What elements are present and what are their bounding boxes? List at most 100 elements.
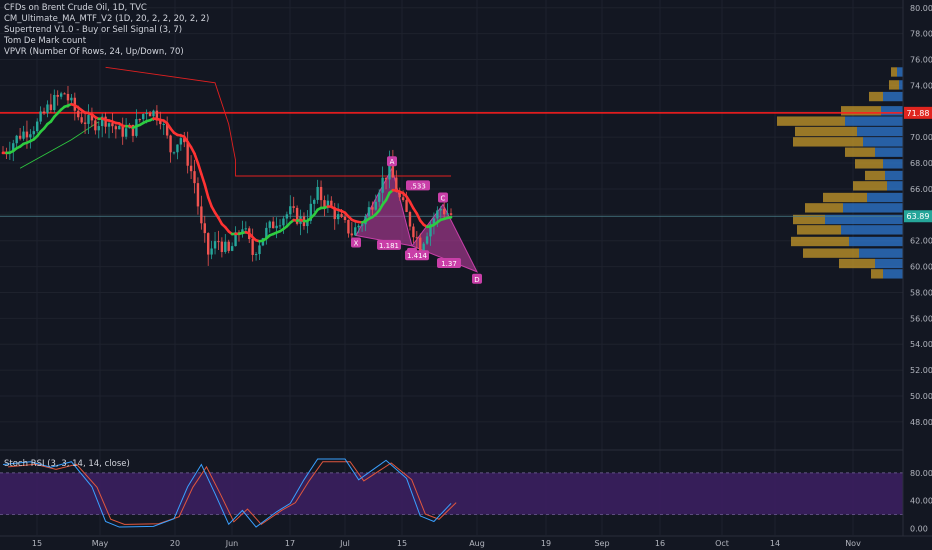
candle-body [350,233,354,236]
pattern-ratio-box [437,258,461,268]
candle-body [169,135,172,153]
candle-body [371,207,374,210]
candle-body [148,112,152,117]
candle-body [333,207,336,220]
candle-body [230,246,234,251]
candle-body [94,120,97,131]
pattern-ratio-label: 1.414 [407,252,428,260]
candle-body [378,192,381,202]
pattern-ratio-box [377,239,401,250]
candle-body [282,218,285,226]
stoch-rsi-label[interactable]: Stoch RSI (3, 3, 14, 14, close) [4,459,130,469]
candle-body [330,200,333,208]
vpvr-down-bar [871,269,883,279]
time-tick-label: 20 [170,539,180,548]
candle-body [347,220,350,234]
pattern-ratio-label: 1.181 [379,242,399,250]
vpvr-up-bar [875,258,903,269]
candle-body [258,245,261,255]
candle-body [118,125,121,130]
candle-body [313,199,316,204]
candle-body [415,237,419,239]
legend-vpvr[interactable]: VPVR (Number Of Rows, 24, Up/Down, 70) [4,47,184,57]
vpvr-up-bar [883,159,903,169]
pattern-point-label: A [390,158,395,166]
price-tick-label: 54.00 [910,340,932,349]
time-tick-label: Nov [845,539,861,548]
stoch-k-line [2,458,452,528]
candle-body [323,200,326,207]
price-tag-resistance-text: 71.88 [907,109,930,118]
pattern-point-C [438,192,448,203]
pattern-point-D [472,273,482,284]
candle-body [63,93,66,95]
candle-body [193,171,196,184]
candle-body [176,144,179,153]
candle-body [326,200,330,207]
vpvr-down-bar [805,203,843,213]
vpvr-down-bar [891,67,897,77]
ma-segment [384,191,391,202]
legend-supertrend[interactable]: Supertrend V1.0 - Buy or Sell Signal (3,… [4,25,183,35]
candle-body [405,200,408,213]
candle-body [87,115,90,124]
candle-body [83,122,87,124]
candle-body [77,110,80,118]
candle-body [422,243,425,253]
candle-body [56,94,59,97]
candle-body [90,115,94,121]
candle-body [200,206,203,224]
candle-body [121,125,124,137]
time-tick-label: 16 [655,539,665,548]
candle-body [155,110,159,121]
pattern-ratio-box [406,180,430,191]
candle-body [29,134,32,138]
time-tick-label: May [92,539,109,548]
candle-body [432,218,436,224]
pattern-ratio-box [405,250,429,261]
candle-body [292,206,295,208]
candle-body [340,214,343,217]
candle-body [207,233,210,255]
time-tick-label: Oct [715,539,729,548]
candle-body [391,160,395,178]
candle-body [374,201,377,210]
candle-body [343,216,347,221]
time-tick-label: Jun [225,539,239,548]
candle-body [251,239,254,255]
price-tick-label: 68.00 [910,159,932,168]
candle-body [439,208,442,211]
vpvr-up-bar [875,147,903,157]
candle-body [395,177,398,192]
supertrend-up [19,121,99,169]
price-tick-label: 48.00 [910,418,932,427]
candle-body [268,221,271,228]
candle-body [203,223,206,234]
candle-body [254,254,258,256]
price-tick-label: 60.00 [910,263,932,272]
vpvr-up-bar [883,269,903,279]
candle-body [196,183,200,207]
price-tick-label: 76.00 [910,56,932,65]
candle-body [159,120,162,125]
price-tick-label: 50.00 [910,392,932,401]
time-tick-label: Sep [594,539,609,548]
candle-body [425,236,429,244]
ma-segment [193,152,200,165]
candle-body [306,220,309,227]
legend-demark[interactable]: Tom De Mark count [4,36,87,46]
vpvr-down-bar [795,126,857,137]
legend-ma[interactable]: CM_Ultimate_MA_MTF_V2 (1D, 20, 2, 2, 20,… [4,14,210,24]
candle-body [97,126,100,131]
candle-body [15,135,18,144]
candle-body [53,94,56,111]
candle-body [244,228,248,230]
legend-symbol[interactable]: CFDs on Brent Crude Oil, 1D, TVC [4,3,147,13]
candle-body [183,138,186,143]
candle-body [336,214,340,220]
pattern-ratio-label: 1.37 [441,260,457,268]
vpvr-down-bar [855,159,883,169]
price-tag-current-text: 63.89 [907,212,930,221]
